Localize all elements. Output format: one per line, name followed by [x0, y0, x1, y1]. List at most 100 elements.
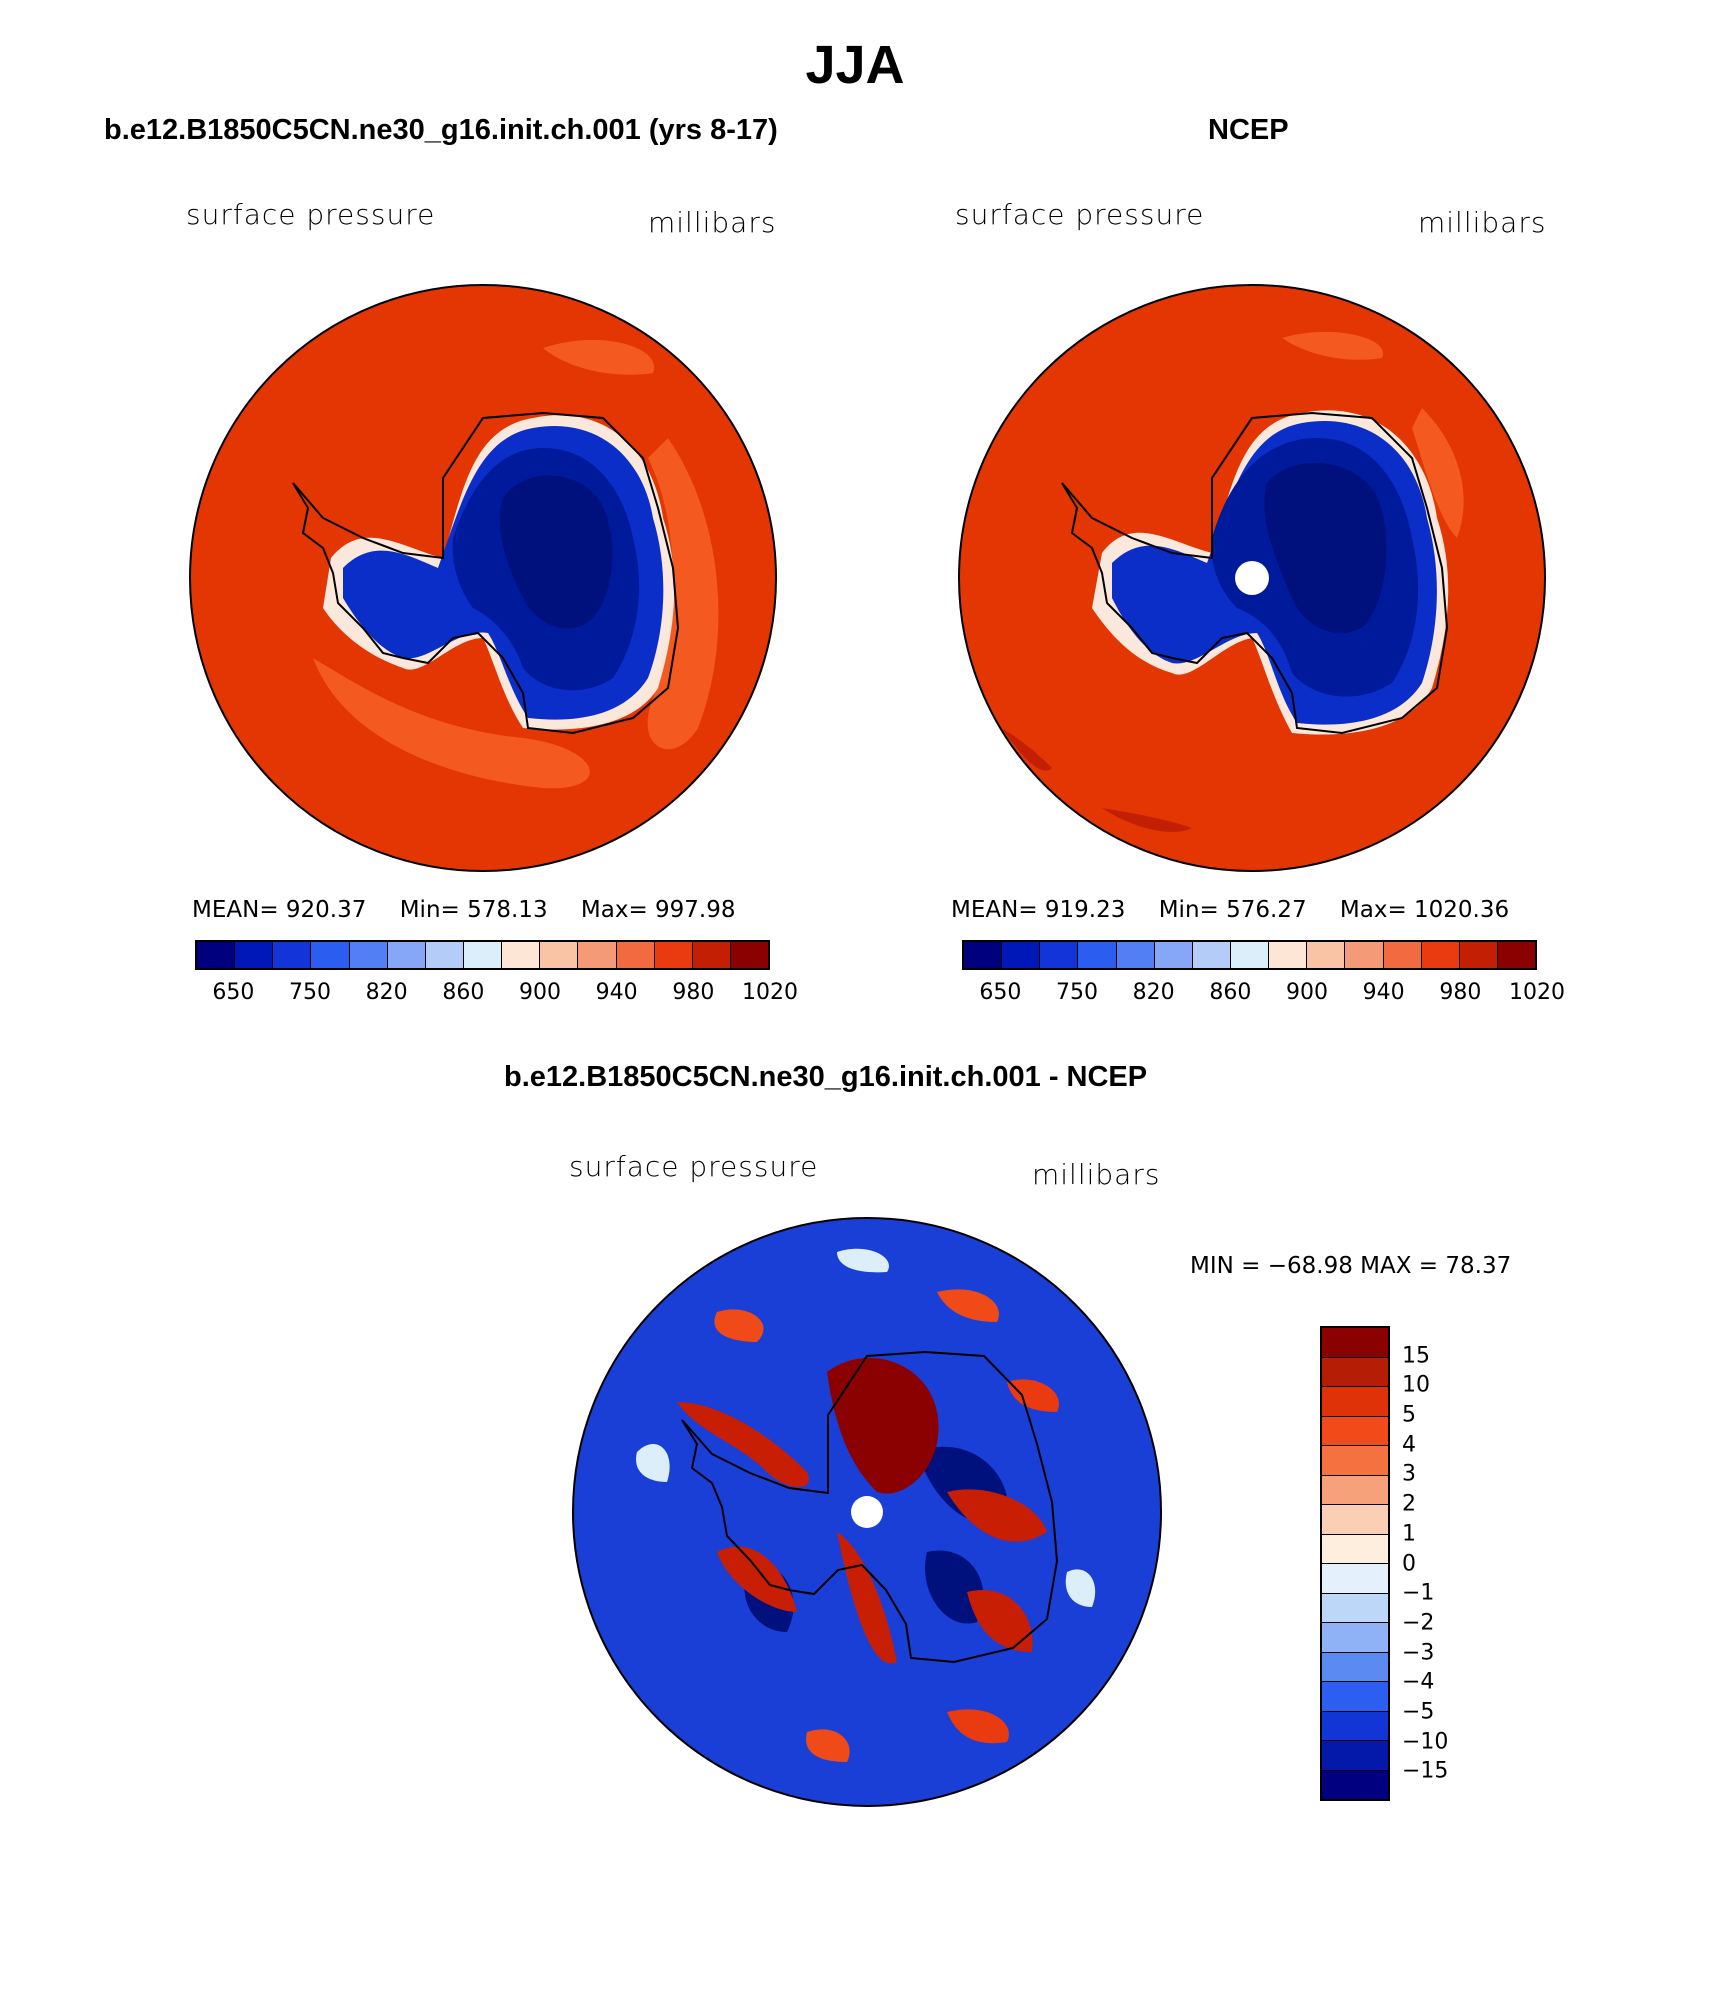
diff-colorbar-swatch: [1322, 1741, 1388, 1771]
model-colorbar-swatch: [197, 942, 236, 968]
model-colorbar-tick-label: 650: [212, 980, 255, 1005]
model-colorbar-swatch: [502, 942, 541, 968]
obs-dark-patch-s: [1102, 808, 1192, 832]
diff-colorbar-tick-label: −2: [1402, 1610, 1435, 1636]
model-variable-label: surface pressure: [186, 198, 436, 231]
diff-colorbar-swatch: [1322, 1534, 1388, 1564]
obs-min: Min= 576.27: [1158, 897, 1307, 923]
model-light-band-east: [647, 438, 719, 750]
obs-colorbar-tick-label: 940: [1362, 980, 1405, 1005]
obs-colorbar-swatch: [1307, 942, 1346, 968]
model-colorbar-swatch: [730, 942, 769, 968]
model-colorbar-swatch: [578, 942, 617, 968]
diff-variable-label: surface pressure: [569, 1150, 819, 1183]
figure-title: JJA: [805, 35, 905, 95]
obs-light-patch-ne: [1412, 408, 1464, 538]
model-light-patch-north: [543, 339, 655, 375]
diff-pole-hole: [851, 1496, 883, 1528]
diff-colorbar-tick-label: −1: [1402, 1580, 1435, 1606]
obs-colorbar-swatch: [1345, 942, 1384, 968]
obs-colorbar-swatch: [1002, 942, 1041, 968]
model-colorbar-tick-label: 820: [365, 980, 408, 1005]
diff-colorbar-swatch: [1322, 1652, 1388, 1682]
diff-colorbar-tick-label: −5: [1402, 1699, 1435, 1725]
obs-colorbar-ticks: 650 750 820 860 900 940 980 1020: [962, 980, 1565, 1010]
obs-dark-patch-sw: [1002, 728, 1052, 771]
diff-colorbar-tick-label: 2: [1402, 1491, 1416, 1517]
model-colorbar-swatch: [387, 942, 426, 968]
model-colorbar-tick-label: 1020: [742, 980, 798, 1005]
diff-colorbar-tick-label: −15: [1402, 1758, 1449, 1784]
model-colorbar-swatch: [463, 942, 503, 968]
diff-red-arm-e: [947, 1489, 1047, 1542]
diff-colorbar-swatch: [1322, 1770, 1388, 1799]
obs-pole-hole: [1235, 561, 1269, 595]
obs-coastline: [1061, 411, 1449, 735]
model-colorbar-tick-label: 900: [519, 980, 561, 1005]
diff-colorbar-tick-label: −3: [1402, 1640, 1435, 1666]
diff-polar-map: [572, 1217, 1162, 1807]
model-colorbar-swatch: [616, 942, 655, 968]
obs-polar-map: [958, 284, 1546, 872]
diff-red-arm-s: [837, 1532, 897, 1664]
model-max: Max= 997.98: [580, 897, 736, 923]
obs-colorbar-swatch: [1421, 942, 1460, 968]
diff-colorbar-tick-label: 10: [1402, 1372, 1430, 1398]
obs-colorbar-tick-label: 980: [1439, 980, 1482, 1005]
obs-colorbar-tick-label: 900: [1286, 980, 1328, 1005]
obs-colorbar-swatch: [1154, 942, 1193, 968]
obs-panel-heading: NCEP: [1208, 114, 1289, 146]
obs-colorbar-swatch: [1192, 942, 1231, 968]
model-colorbar-tick-label: 750: [289, 980, 331, 1005]
diff-colorbar-tick-label: 4: [1402, 1432, 1416, 1458]
diff-units-label: millibars: [1032, 1158, 1161, 1191]
obs-colorbar-swatch: [1230, 942, 1270, 968]
diff-minmax: MIN = −68.98 MAX = 78.37: [1190, 1253, 1512, 1279]
model-colorbar-swatch: [692, 942, 731, 968]
model-colorbar-ticks: 650 750 820 860 900 940 980 1020: [195, 980, 798, 1010]
obs-colorbar-tick-label: 650: [979, 980, 1022, 1005]
obs-colorbar-swatch: [1078, 942, 1117, 968]
obs-mean: MEAN= 919.23: [951, 897, 1126, 923]
diff-pale-blob-1: [636, 1443, 670, 1482]
diff-coastline: [681, 1350, 1059, 1664]
diff-red-blob-3: [1007, 1379, 1059, 1412]
diff-colorbar-tick-label: 1: [1402, 1521, 1416, 1547]
diff-colorbar-swatch: [1322, 1711, 1388, 1741]
obs-colorbar-tick-label: 860: [1209, 980, 1252, 1005]
obs-variable-label: surface pressure: [955, 198, 1205, 231]
diff-red-blob-2: [937, 1289, 999, 1322]
obs-colorbar-swatch: [1497, 942, 1536, 968]
diff-colorbar-swatch: [1322, 1387, 1388, 1417]
diff-pale-blob-3: [837, 1248, 889, 1273]
diff-colorbar-swatch: [1322, 1505, 1388, 1535]
diff-colorbar-tick-label: −10: [1402, 1729, 1449, 1755]
diff-red-blob-1: [714, 1309, 764, 1342]
obs-max: Max= 1020.36: [1339, 897, 1510, 923]
obs-colorbar: [962, 940, 1537, 970]
obs-colorbar-tick-label: 1020: [1509, 980, 1565, 1005]
diff-map-border: [572, 1217, 1162, 1807]
obs-stats: MEAN= 919.23 Min= 576.27 Max= 1020.36: [951, 897, 1535, 923]
model-coastline: [292, 411, 680, 735]
diff-pale-blob-2: [1065, 1569, 1096, 1607]
diff-red-core: [827, 1357, 939, 1494]
model-colorbar-swatch: [311, 942, 350, 968]
obs-units-label: millibars: [1418, 206, 1547, 239]
obs-colorbar-tick-label: 750: [1056, 980, 1098, 1005]
diff-panel-heading: b.e12.B1850C5CN.ne30_g16.init.ch.001 - N…: [504, 1061, 1148, 1093]
diff-red-arm-se: [967, 1590, 1033, 1652]
diff-colorbar-tick-label: 3: [1402, 1461, 1416, 1487]
model-colorbar-tick-label: 940: [595, 980, 638, 1005]
model-min: Min= 578.13: [399, 897, 548, 923]
obs-colorbar-swatch: [1383, 942, 1422, 968]
obs-light-patch-n: [1282, 331, 1384, 360]
model-colorbar-swatch: [273, 942, 312, 968]
model-units-label: millibars: [648, 206, 777, 239]
diff-colorbar-swatch: [1322, 1328, 1388, 1358]
model-mean: MEAN= 920.37: [192, 897, 367, 923]
model-colorbar-swatch: [540, 942, 579, 968]
diff-dark-blue-se: [925, 1550, 984, 1624]
model-colorbar-tick-label: 860: [442, 980, 485, 1005]
diff-colorbar-swatch: [1322, 1416, 1388, 1446]
